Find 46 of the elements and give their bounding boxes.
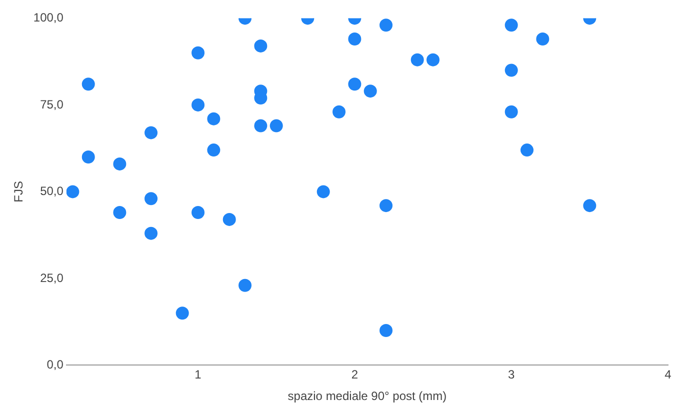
point bbox=[504, 64, 518, 77]
point bbox=[144, 226, 158, 240]
x-tick-label: 4 bbox=[664, 368, 672, 382]
point bbox=[504, 105, 518, 118]
point bbox=[144, 126, 158, 140]
point bbox=[332, 105, 346, 118]
point bbox=[536, 32, 550, 46]
point bbox=[254, 39, 268, 52]
point bbox=[192, 46, 205, 60]
point bbox=[410, 53, 424, 66]
point bbox=[364, 84, 377, 98]
point bbox=[82, 150, 95, 164]
y-axis-title: FJS bbox=[12, 181, 26, 202]
y-tick-label: 100,0 bbox=[33, 10, 64, 25]
x-tick-label: 3 bbox=[508, 368, 515, 382]
point bbox=[316, 185, 330, 198]
point bbox=[520, 144, 534, 157]
y-tick-label: 25,0 bbox=[40, 270, 64, 285]
point bbox=[348, 32, 362, 46]
y-tick-label: 50,0 bbox=[40, 184, 64, 198]
x-tick-label: 2 bbox=[351, 368, 358, 382]
point bbox=[222, 212, 236, 226]
point bbox=[254, 119, 268, 132]
point bbox=[113, 206, 126, 220]
point bbox=[66, 185, 80, 198]
point bbox=[348, 78, 362, 91]
point bbox=[82, 78, 95, 91]
point bbox=[270, 119, 283, 132]
point bbox=[176, 306, 189, 320]
point bbox=[380, 18, 393, 32]
point bbox=[113, 157, 126, 170]
point bbox=[380, 324, 393, 337]
point bbox=[583, 199, 596, 212]
y-tick-label: 0,0 bbox=[46, 358, 64, 372]
point bbox=[426, 53, 440, 66]
point bbox=[192, 206, 205, 220]
x-axis-title: spazio mediale 90° post (mm) bbox=[288, 389, 447, 404]
point bbox=[504, 18, 518, 32]
point bbox=[207, 112, 220, 126]
point bbox=[207, 144, 220, 157]
x-tick-label: 1 bbox=[194, 368, 202, 382]
point bbox=[238, 278, 252, 292]
point bbox=[380, 199, 393, 212]
point bbox=[192, 98, 205, 112]
y-tick-label: 75,0 bbox=[40, 97, 64, 112]
point bbox=[144, 192, 158, 206]
